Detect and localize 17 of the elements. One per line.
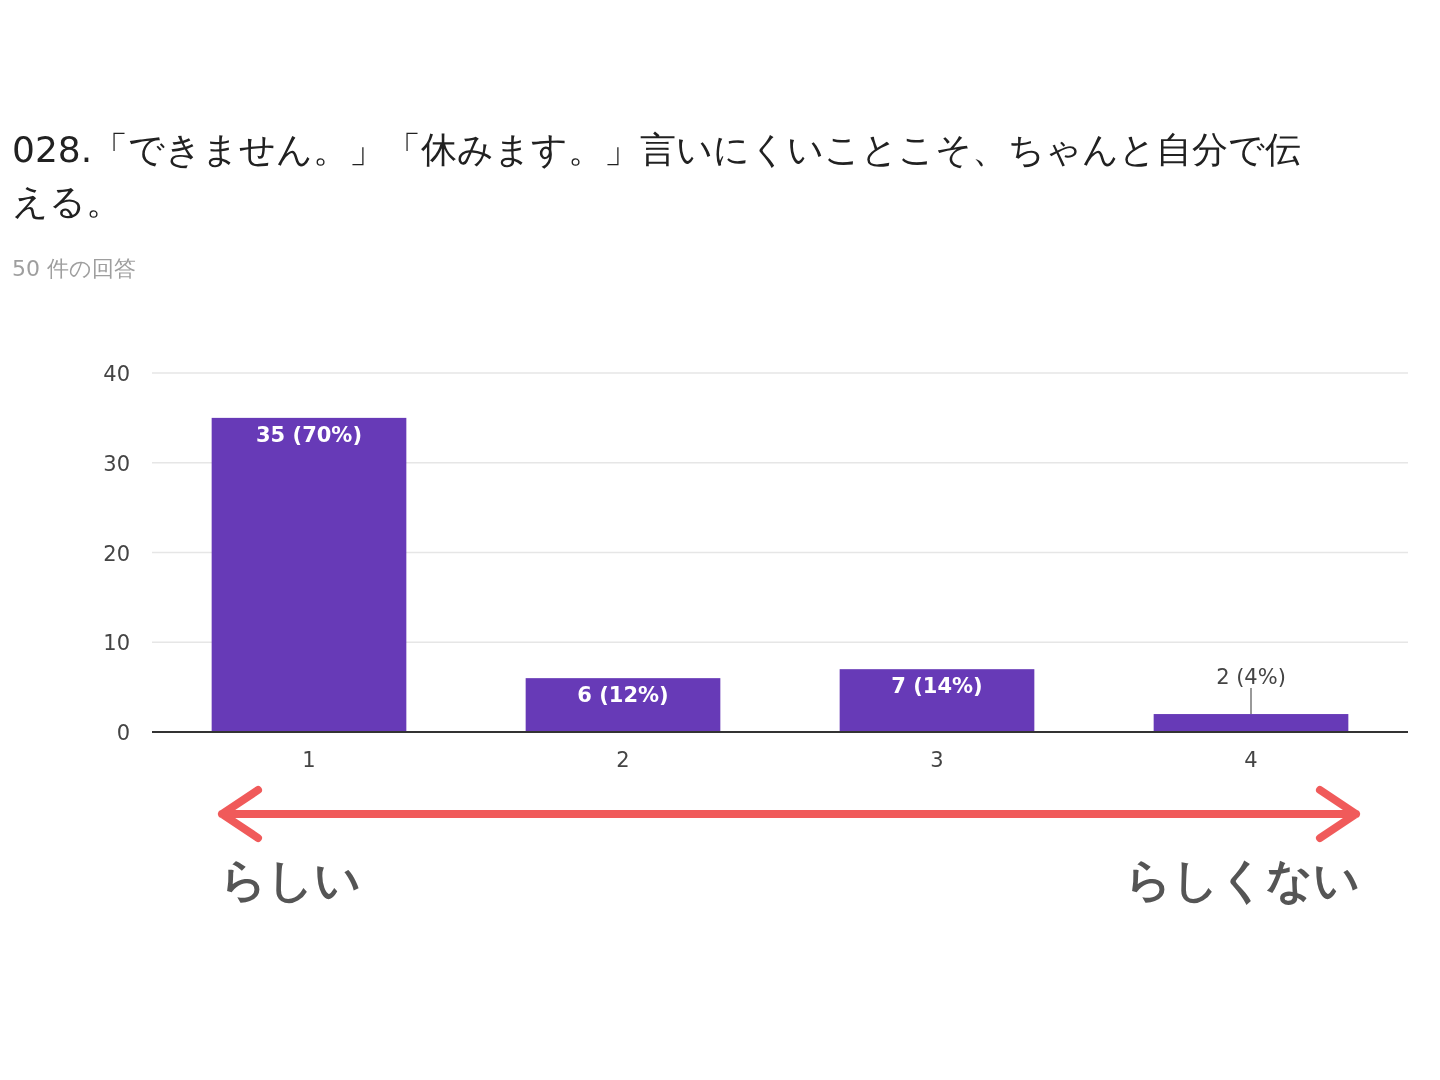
- data-label: 7 (14%): [891, 674, 983, 699]
- x-tick-label: 2: [616, 748, 630, 772]
- y-tick-label: 0: [116, 721, 130, 745]
- y-tick-label: 30: [103, 451, 130, 476]
- x-tick-label: 1: [302, 748, 316, 772]
- x-tick-label: 3: [930, 748, 944, 772]
- text: らしい: [220, 853, 361, 907]
- y-tick-label: 20: [103, 541, 130, 566]
- data-label: 6 (12%): [577, 683, 669, 708]
- x-tick-label: 4: [1244, 748, 1258, 772]
- title: 028.「できません。」「休みます。」言いにくいことこそ、ちゃんと自分で伝える。: [12, 129, 1302, 222]
- data-label: 2 (4%): [1216, 665, 1286, 690]
- data-label: 35 (70%): [256, 422, 362, 447]
- chart-subtitle: 50 件の回答: [12, 256, 136, 281]
- y-tick-label: 10: [103, 631, 130, 656]
- text: らしくない: [1125, 853, 1360, 907]
- y-tick-label: 40: [103, 362, 130, 386]
